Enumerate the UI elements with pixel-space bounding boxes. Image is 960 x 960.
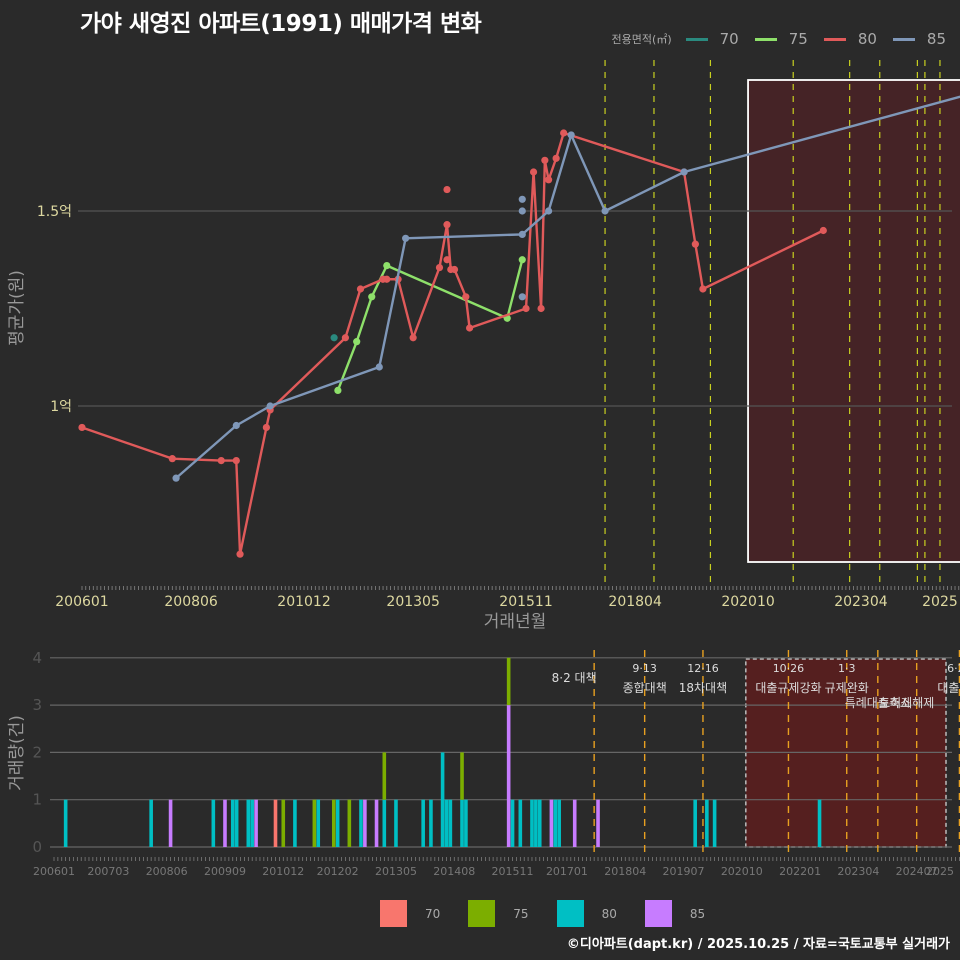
bar-x-tick-200806: 200806 xyxy=(146,865,188,878)
bar-y-tick-3: 3 xyxy=(32,696,42,714)
annotation-label: 토허제해제 xyxy=(879,696,934,710)
annotation-date: 9·7 xyxy=(869,0,887,3)
annotation-label: 8·2 대책 xyxy=(552,670,597,685)
x-tick-201804: 201804 xyxy=(608,594,662,610)
bar-x-tick-201804: 201804 xyxy=(604,865,646,878)
bottom-x-axis: 200601 200703 200806 200909 201012 201202 2013… xyxy=(33,857,960,878)
x-tick-201012: 201012 xyxy=(277,594,330,610)
legend-text-80: 80 xyxy=(602,907,617,921)
top-y-axis-title: 평균가(원) xyxy=(7,270,27,346)
x-tick-200601: 200601 xyxy=(55,594,108,610)
highlight-box xyxy=(748,80,960,562)
annotation-date: 9·13 xyxy=(632,662,657,675)
bar-x-tick-201408: 201408 xyxy=(433,865,475,878)
annotation-label: 18차대책 xyxy=(679,680,727,695)
annotation-date: 12·16 xyxy=(687,662,719,675)
annotation-label: 규제완화 xyxy=(825,681,869,695)
y-tick-1: 1억 xyxy=(50,399,72,415)
chart-canvas: 2006012008062010122013052015112018042020… xyxy=(0,0,960,960)
bottom-legend: 70 75 80 85 xyxy=(380,900,733,927)
bar-x-tick-201511: 201511 xyxy=(492,865,534,878)
bar-y-tick-1: 1 xyxy=(32,791,42,809)
bar-x-tick-201701: 201701 xyxy=(546,865,588,878)
top-x-axis-title: 거래년월 xyxy=(484,612,547,632)
annotation-label: 대출규제 xyxy=(937,681,960,695)
legend-box-75 xyxy=(468,900,495,927)
bar-y-tick-4: 4 xyxy=(32,649,42,667)
legend-box-80 xyxy=(557,900,584,927)
bar-x-tick-201907: 201907 xyxy=(663,865,705,878)
bottom-y-axis-title: 거래량(건) xyxy=(7,715,27,791)
bar-x-tick-200703: 200703 xyxy=(87,865,129,878)
annotation-date: 6·27 xyxy=(947,662,960,675)
legend-text-70: 70 xyxy=(425,907,440,921)
legend-box-85 xyxy=(645,900,672,927)
annotation-label: 대출규제강화 xyxy=(755,681,821,695)
x-tick-2025: 2025 xyxy=(922,594,958,610)
bar-y-tick-2: 2 xyxy=(32,743,42,761)
bar-x-tick-202304: 202304 xyxy=(837,865,879,878)
legend-text-85: 85 xyxy=(690,907,705,921)
x-tick-202010: 202010 xyxy=(721,594,774,610)
bar-y-tick-0: 0 xyxy=(32,838,42,856)
bar-x-tick-201305: 201305 xyxy=(375,865,417,878)
legend-box-70 xyxy=(380,900,407,927)
bar-x-tick-2025: 2025 xyxy=(926,865,954,878)
top-plot-area xyxy=(748,80,960,562)
x-tick-201305: 201305 xyxy=(386,594,439,610)
footer-credit: ©디아파트(dapt.kr) / 2025.10.25 / 자료=국토교통부 실… xyxy=(567,933,950,952)
top-x-axis: 200601 200806 201012 201305 201511 201804 2020… xyxy=(55,586,960,610)
annotation-label: 종합대책 xyxy=(623,680,667,695)
bar-x-tick-201012: 201012 xyxy=(262,865,304,878)
bar-x-tick-202201: 202201 xyxy=(779,865,821,878)
x-tick-201511: 201511 xyxy=(499,594,552,610)
y-tick-1.5: 1.5억 xyxy=(37,204,72,220)
bar-x-tick-200909: 200909 xyxy=(204,865,246,878)
legend-text-75: 75 xyxy=(513,907,528,921)
annotation-date: 1·3 xyxy=(838,662,856,675)
bar-x-tick-201202: 201202 xyxy=(317,865,359,878)
annotation-date: 10·26 xyxy=(773,662,805,675)
bar-x-tick-200601: 200601 xyxy=(33,865,75,878)
x-tick-200806: 200806 xyxy=(164,594,218,610)
bar-x-tick-202010: 202010 xyxy=(721,865,763,878)
x-tick-202304: 202304 xyxy=(834,594,888,610)
